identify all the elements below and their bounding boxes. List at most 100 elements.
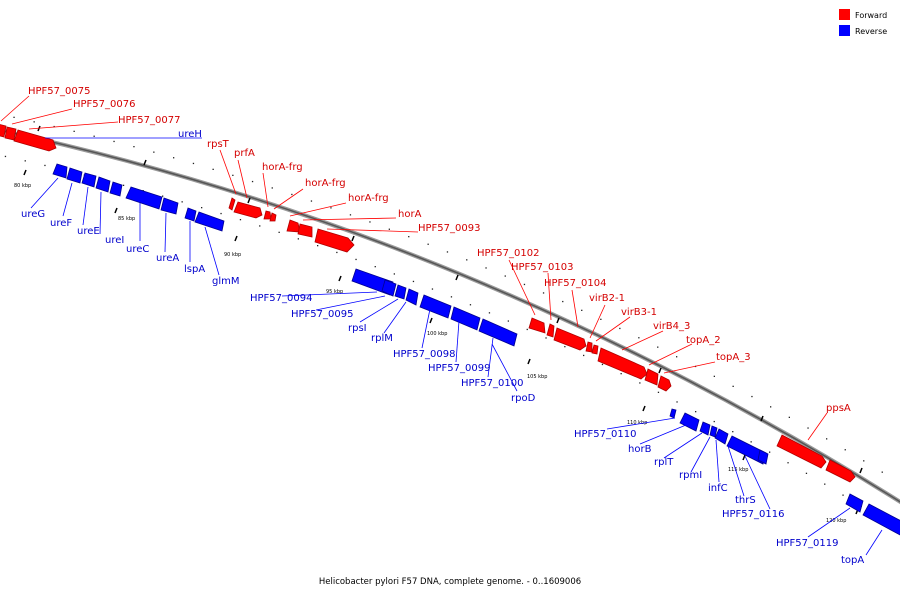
minor-tick-forward xyxy=(173,157,175,159)
gene-block-virB2-1[interactable] xyxy=(585,341,593,353)
gene-block-horB[interactable] xyxy=(679,412,700,432)
gene-block-horA-frg-1[interactable] xyxy=(263,210,272,220)
gene-label-topA_3[interactable]: topA_3 xyxy=(716,352,751,363)
gene-label-rpmI[interactable]: rpmI xyxy=(679,470,702,481)
gene-label-infC[interactable]: infC xyxy=(708,483,728,494)
gene-label-horA[interactable]: horA xyxy=(398,209,422,220)
gene-block-ureE[interactable] xyxy=(81,172,97,188)
gene-block-HPF57_0076[interactable] xyxy=(4,126,17,141)
gene-block-HPF57_0104[interactable] xyxy=(553,327,587,351)
gene-block-ureF[interactable] xyxy=(66,167,83,184)
gene-block-HPF57_0119[interactable] xyxy=(845,493,864,513)
minor-tick-forward xyxy=(844,449,846,451)
gene-label-rpsT[interactable]: rpsT xyxy=(207,139,230,150)
gene-label-ureA[interactable]: ureA xyxy=(156,253,179,264)
gene-label-HPF57_0100[interactable]: HPF57_0100 xyxy=(461,378,523,389)
gene-block-topA[interactable] xyxy=(862,503,900,536)
gene-label-HPF57_0104[interactable]: HPF57_0104 xyxy=(544,278,606,289)
gene-block-HPF57_0098[interactable] xyxy=(419,294,452,319)
gene-label-topA_2[interactable]: topA_2 xyxy=(686,335,721,346)
gene-label-HPF57_0077[interactable]: HPF57_0077 xyxy=(118,115,180,126)
gene-block-horA[interactable] xyxy=(297,223,313,238)
gene-label-ppsA[interactable]: ppsA xyxy=(826,403,851,414)
gene-label-horA-frg-2[interactable]: horA-frg xyxy=(305,178,346,189)
gene-label-rplM[interactable]: rplM xyxy=(371,333,393,344)
major-tick xyxy=(338,275,342,282)
gene-block-ureG[interactable] xyxy=(52,163,68,179)
gene-label-ureG[interactable]: ureG xyxy=(21,209,45,220)
gene-label-virB2-1[interactable]: virB2-1 xyxy=(589,293,625,304)
gene-label-ureF[interactable]: ureF xyxy=(50,218,72,229)
gene-block-HPF57_0103[interactable] xyxy=(546,323,555,338)
gene-block-lspA[interactable] xyxy=(184,207,197,222)
gene-label-HPF57_0095[interactable]: HPF57_0095 xyxy=(291,309,353,320)
minor-tick-forward xyxy=(113,140,115,143)
gene-label-HPF57_0093[interactable]: HPF57_0093 xyxy=(418,223,480,234)
gene-label-ureH[interactable]: ureH xyxy=(178,129,202,140)
gene-label-virB4_3[interactable]: virB4_3 xyxy=(653,321,690,332)
gene-block-rpsI[interactable] xyxy=(394,284,407,300)
gene-block-virB4_3[interactable] xyxy=(597,347,648,380)
gene-label-HPF57_0094[interactable]: HPF57_0094 xyxy=(250,293,312,304)
gene-block-HPF57_0077[interactable] xyxy=(13,129,57,152)
gene-label-horA-frg-1[interactable]: horA-frg xyxy=(262,162,303,173)
gene-block-topA_3[interactable] xyxy=(657,375,672,392)
gene-block-HPF57_0116[interactable] xyxy=(757,449,769,465)
gene-block-HPF57_0100[interactable] xyxy=(478,318,518,347)
gene-block-ureA[interactable] xyxy=(125,186,179,215)
gene-block-prfA[interactable] xyxy=(233,201,263,219)
major-tick xyxy=(143,159,147,166)
gene-label-rpoD[interactable]: rpoD xyxy=(511,393,536,404)
gene-label-glmM[interactable]: glmM xyxy=(212,276,240,287)
gene-label-lspA[interactable]: lspA xyxy=(184,264,205,275)
minor-tick-forward xyxy=(638,337,640,339)
gene-block-ureC[interactable] xyxy=(109,181,123,197)
gene-label-horB[interactable]: horB xyxy=(628,444,652,455)
gene-block-ppsA[interactable] xyxy=(776,434,856,483)
gene-label-rplT[interactable]: rplT xyxy=(654,457,674,468)
gene-block-HPF57_0102[interactable] xyxy=(528,317,546,334)
gene-label-HPF57_0076[interactable]: HPF57_0076 xyxy=(73,99,135,110)
gene-block-rpmI[interactable] xyxy=(709,425,718,438)
gene-block-HPF57_0110[interactable] xyxy=(669,408,677,419)
minor-tick-reverse xyxy=(355,258,357,261)
minor-tick-reverse xyxy=(393,273,395,275)
gene-label-HPF57_0099[interactable]: HPF57_0099 xyxy=(428,363,490,374)
gene-label-prfA[interactable]: prfA xyxy=(234,148,255,159)
gene-block-ureI[interactable] xyxy=(95,176,111,193)
minor-tick-reverse xyxy=(657,391,660,393)
gene-block-rplT[interactable] xyxy=(699,421,711,436)
gene-block-infC[interactable] xyxy=(714,428,729,445)
minor-tick-reverse xyxy=(769,451,771,453)
gene-label-ureE[interactable]: ureE xyxy=(77,226,100,237)
gene-label-horA-frg-3[interactable]: horA-frg xyxy=(348,193,389,204)
gene-block-HPF57_0095[interactable] xyxy=(381,279,397,297)
scale-label-110: 110 kbp xyxy=(627,420,647,426)
gene-label-HPF57_0110[interactable]: HPF57_0110 xyxy=(574,429,636,440)
gene-label-ureC[interactable]: ureC xyxy=(126,244,149,255)
gene-block-HPF57_0075[interactable] xyxy=(0,124,7,138)
gene-block-topA_2[interactable] xyxy=(644,368,659,386)
gene-label-rpsI[interactable]: rpsI xyxy=(348,323,367,334)
gene-label-HPF57_0098[interactable]: HPF57_0098 xyxy=(393,349,455,360)
gene-block-horA-frg-2[interactable] xyxy=(269,212,277,222)
gene-label-HPF57_0119[interactable]: HPF57_0119 xyxy=(776,538,838,549)
gene-label-HPF57_0075[interactable]: HPF57_0075 xyxy=(28,86,90,97)
gene-label-topA[interactable]: topA xyxy=(841,555,864,566)
gene-block-HPF57_0093[interactable] xyxy=(314,228,355,253)
gene-block-glmM[interactable] xyxy=(194,211,225,232)
gene-label-virB3-1[interactable]: virB3-1 xyxy=(621,307,657,318)
minor-tick-reverse xyxy=(787,462,789,464)
gene-label-HPF57_0116[interactable]: HPF57_0116 xyxy=(722,509,784,520)
gene-block-horA-frg-3[interactable] xyxy=(286,219,301,233)
gene-label-HPF57_0102[interactable]: HPF57_0102 xyxy=(477,248,539,259)
gene-block-rplM[interactable] xyxy=(405,288,419,306)
gene-block-thrS[interactable] xyxy=(726,435,767,465)
gene-block-rpsT[interactable] xyxy=(228,197,236,211)
gene-block-HPF57_0099[interactable] xyxy=(450,306,481,331)
scale-label-105: 105 kbp xyxy=(527,374,547,380)
gene-label-HPF57_0103[interactable]: HPF57_0103 xyxy=(511,262,573,273)
gene-label-thrS[interactable]: thrS xyxy=(735,495,756,506)
gene-block-virB3-1[interactable] xyxy=(591,344,599,355)
gene-label-ureI[interactable]: ureI xyxy=(105,235,124,246)
